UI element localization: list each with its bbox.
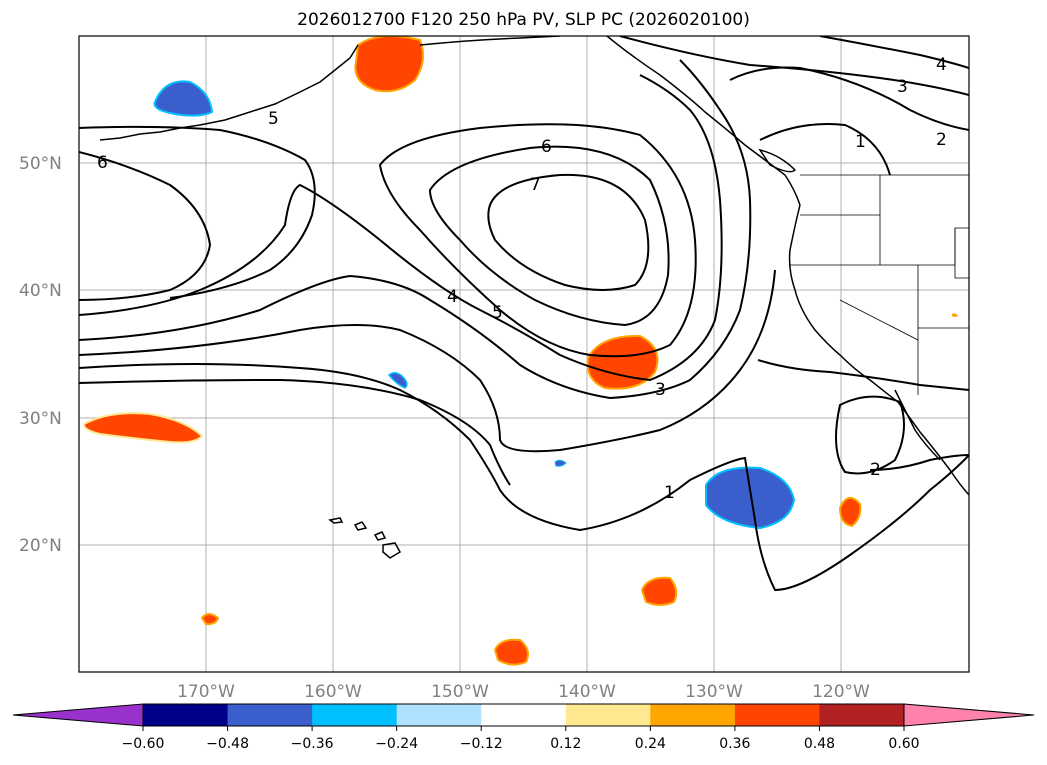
lat-label-40n: 40°N <box>19 281 62 301</box>
contour-2-lower-b <box>869 454 969 471</box>
pv-anomaly-south-2 <box>493 638 529 666</box>
colorbar-outline <box>142 703 905 727</box>
colorbar-tick-label: 0.60 <box>888 736 919 752</box>
map-area <box>79 36 969 672</box>
colorbar-bins <box>143 704 905 726</box>
contour-labels: 6 5 6 7 4 5 3 1 1 2 3 4 2 <box>97 55 947 503</box>
pv-negative-anomalies <box>153 80 796 530</box>
contour-label: 3 <box>897 77 908 97</box>
colorbar-over-extension <box>903 703 1035 727</box>
colorbar-tick-label: −0.12 <box>460 736 503 752</box>
coastlines <box>99 36 969 559</box>
colorbar-bin <box>143 704 229 726</box>
colorbar-bin <box>312 704 398 726</box>
colorbar-tick-label: 0.36 <box>719 736 750 752</box>
colorbar-tick-label: −0.36 <box>291 736 334 752</box>
colorbar-tick-label: 0.48 <box>804 736 835 752</box>
contour-5-center <box>378 123 697 358</box>
contour-label: 4 <box>447 287 458 307</box>
contour-1 <box>79 363 969 592</box>
lat-label-50n: 50°N <box>19 154 62 174</box>
colorbar-tick-label: 0.12 <box>550 736 581 752</box>
map-frame <box>78 35 970 673</box>
pv-anomaly-aleutian <box>153 80 214 117</box>
contour-6-left <box>79 151 212 301</box>
pv-anomaly-small-blue <box>387 372 408 389</box>
contour-label: 6 <box>97 153 108 173</box>
longitude-labels: 170°W 160°W 150°W 140°W 130°W 120°W <box>177 682 870 702</box>
lon-label-150w: 150°W <box>431 682 489 702</box>
lon-label-160w: 160°W <box>304 682 362 702</box>
contour-1-lower <box>757 359 969 391</box>
colorbar-bin <box>819 704 905 726</box>
contour-2-center <box>79 269 776 453</box>
colorbar-bin <box>565 704 651 726</box>
lon-label-120w: 120°W <box>812 682 870 702</box>
latitude-labels: 50°N 40°N 30°N 20°N <box>19 154 62 556</box>
colorbar-ticks: −0.60 −0.48 −0.36 −0.24 −0.12 0.12 0.24 0.36 0.4… <box>122 726 920 752</box>
lon-label-130w: 130°W <box>685 682 743 702</box>
contour-label: 1 <box>664 483 675 503</box>
contour-label: 4 <box>936 55 947 75</box>
colorbar-tick-label: −0.24 <box>375 736 418 752</box>
pv-anomaly-west <box>82 412 204 444</box>
contour-4-right <box>819 36 969 69</box>
contour-3 <box>79 59 752 400</box>
colorbar-tick-label: 0.24 <box>635 736 666 752</box>
contour-1-outer <box>79 378 511 486</box>
contour-label: 5 <box>492 303 503 323</box>
colorbar-tick-label: −0.48 <box>206 736 249 752</box>
contour-3-right <box>619 36 969 96</box>
lon-label-140w: 140°W <box>558 682 616 702</box>
colorbar-bin <box>481 704 567 726</box>
contour-label: 6 <box>541 137 552 157</box>
contour-label: 5 <box>268 109 279 129</box>
contour-label: 1 <box>855 132 866 152</box>
map-title: 2026012700 F120 250 hPa PV, SLP PC (2026… <box>297 10 750 30</box>
contour-2-lower <box>835 395 905 475</box>
pv-anomaly-south <box>640 576 678 606</box>
colorbar-bin <box>396 704 482 726</box>
contour-label: 7 <box>530 175 541 195</box>
pv-anomaly-tiny-blue <box>554 459 567 467</box>
pv-anomaly-tiny <box>952 313 958 317</box>
contour-5-left <box>79 125 316 299</box>
pv-anomaly-small <box>200 613 220 626</box>
colorbar: −0.60 −0.48 −0.36 −0.24 −0.12 0.12 0.24 0.36 0.4… <box>12 703 1035 752</box>
pv-anomaly-east-pacific <box>705 466 796 530</box>
lat-label-30n: 30°N <box>19 409 62 429</box>
contour-2-right <box>729 66 969 131</box>
contour-label: 2 <box>870 460 881 480</box>
contour-label: 3 <box>655 380 666 400</box>
colorbar-bin <box>734 704 820 726</box>
contour-4 <box>79 74 723 382</box>
colorbar-tick-label: −0.60 <box>122 736 165 752</box>
lon-label-170w: 170°W <box>177 682 235 702</box>
pv-anomaly-baja <box>838 497 862 528</box>
colorbar-bin <box>650 704 736 726</box>
colorbar-under-extension <box>12 703 144 727</box>
slp-contours <box>79 36 969 592</box>
lat-label-20n: 20°N <box>19 536 62 556</box>
contour-6-center <box>428 145 670 327</box>
contour-7 <box>487 173 650 291</box>
contour-label: 2 <box>936 130 947 150</box>
pv-anomaly-gulf-alaska <box>354 36 425 93</box>
pv-anomaly-central <box>586 334 659 390</box>
colorbar-bin <box>227 704 313 726</box>
contour-1-right <box>759 123 891 176</box>
